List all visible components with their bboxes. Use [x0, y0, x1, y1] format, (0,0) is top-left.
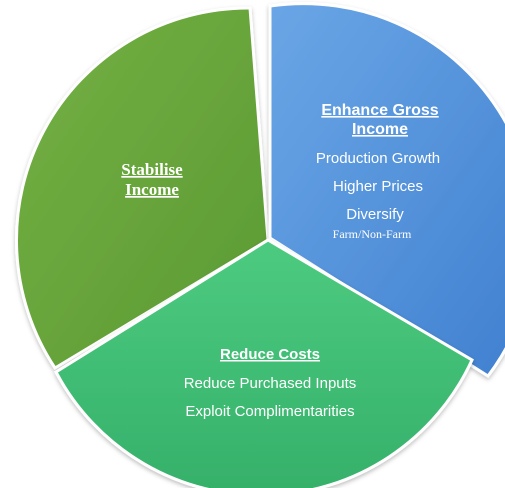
enhance-title-line-2: Income: [352, 121, 408, 138]
enhance-item-production-growth: Production Growth: [316, 150, 440, 167]
enhance-item-farm-non-farm: Farm/Non-Farm: [333, 227, 412, 241]
stabilise-title-line-1: Stabilise: [121, 160, 183, 179]
enhance-title-line-1: Enhance Gross: [321, 102, 438, 119]
reduce-item-complimentarities: Exploit Complimentarities: [185, 403, 354, 420]
stabilise-title-line-2: Income: [125, 180, 179, 199]
segment-stabilise-income: [15, 6, 270, 371]
reduce-item-purchased-inputs: Reduce Purchased Inputs: [184, 375, 357, 392]
segment-reduce-costs: [54, 238, 474, 488]
reduce-title: Reduce Costs: [220, 346, 320, 363]
segment-enhance-gross-income: [268, 2, 505, 379]
enhance-item-higher-prices: Higher Prices: [333, 178, 423, 195]
enhance-item-diversify: Diversify: [346, 206, 404, 223]
